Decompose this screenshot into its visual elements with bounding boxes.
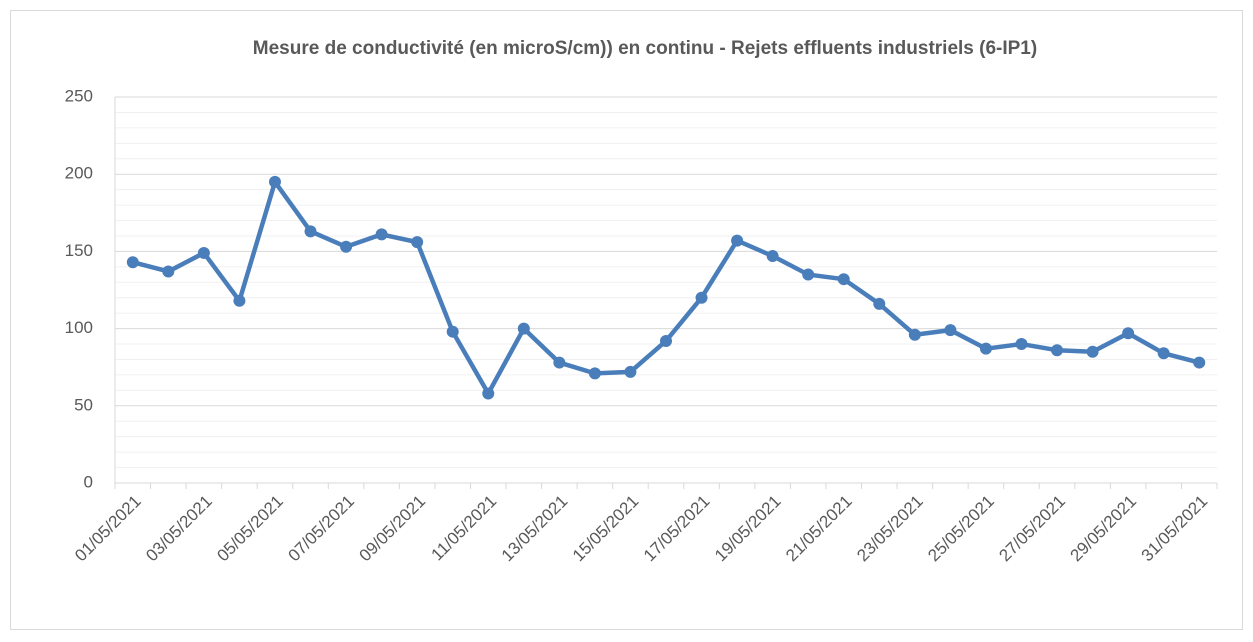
data-point — [837, 273, 850, 286]
data-point — [802, 268, 815, 281]
data-point — [695, 291, 708, 304]
data-point — [411, 236, 424, 249]
data-point — [624, 365, 637, 378]
data-point — [446, 325, 459, 338]
y-tick-label: 200 — [65, 164, 93, 183]
data-point — [660, 334, 672, 347]
data-point — [304, 225, 317, 238]
data-point — [1157, 347, 1170, 360]
data-point — [873, 297, 886, 310]
data-point — [197, 246, 210, 259]
data-point — [1193, 356, 1206, 369]
data-point — [126, 256, 139, 269]
data-point — [1122, 327, 1135, 340]
chart-frame — [10, 10, 1243, 630]
data-point — [517, 322, 530, 335]
y-tick-label: 150 — [65, 241, 93, 260]
data-point — [979, 342, 992, 355]
data-point — [588, 367, 601, 380]
y-tick-label: 50 — [74, 395, 93, 414]
y-tick-label: 250 — [65, 86, 93, 105]
data-point — [233, 294, 246, 307]
y-tick-label: 0 — [84, 472, 93, 491]
data-point — [482, 387, 495, 400]
data-point — [268, 175, 281, 188]
data-point — [162, 265, 175, 278]
data-point — [1086, 345, 1099, 358]
chart-title: Mesure de conductivité (en microS/cm)) e… — [253, 38, 1037, 59]
data-point — [1015, 338, 1028, 351]
data-point — [340, 240, 353, 253]
data-point — [731, 234, 744, 247]
data-point — [375, 228, 388, 241]
y-tick-label: 100 — [65, 318, 93, 337]
data-point — [944, 324, 957, 337]
data-point — [908, 328, 921, 341]
data-point — [553, 356, 566, 369]
data-point — [766, 250, 779, 263]
data-point — [1051, 344, 1064, 357]
